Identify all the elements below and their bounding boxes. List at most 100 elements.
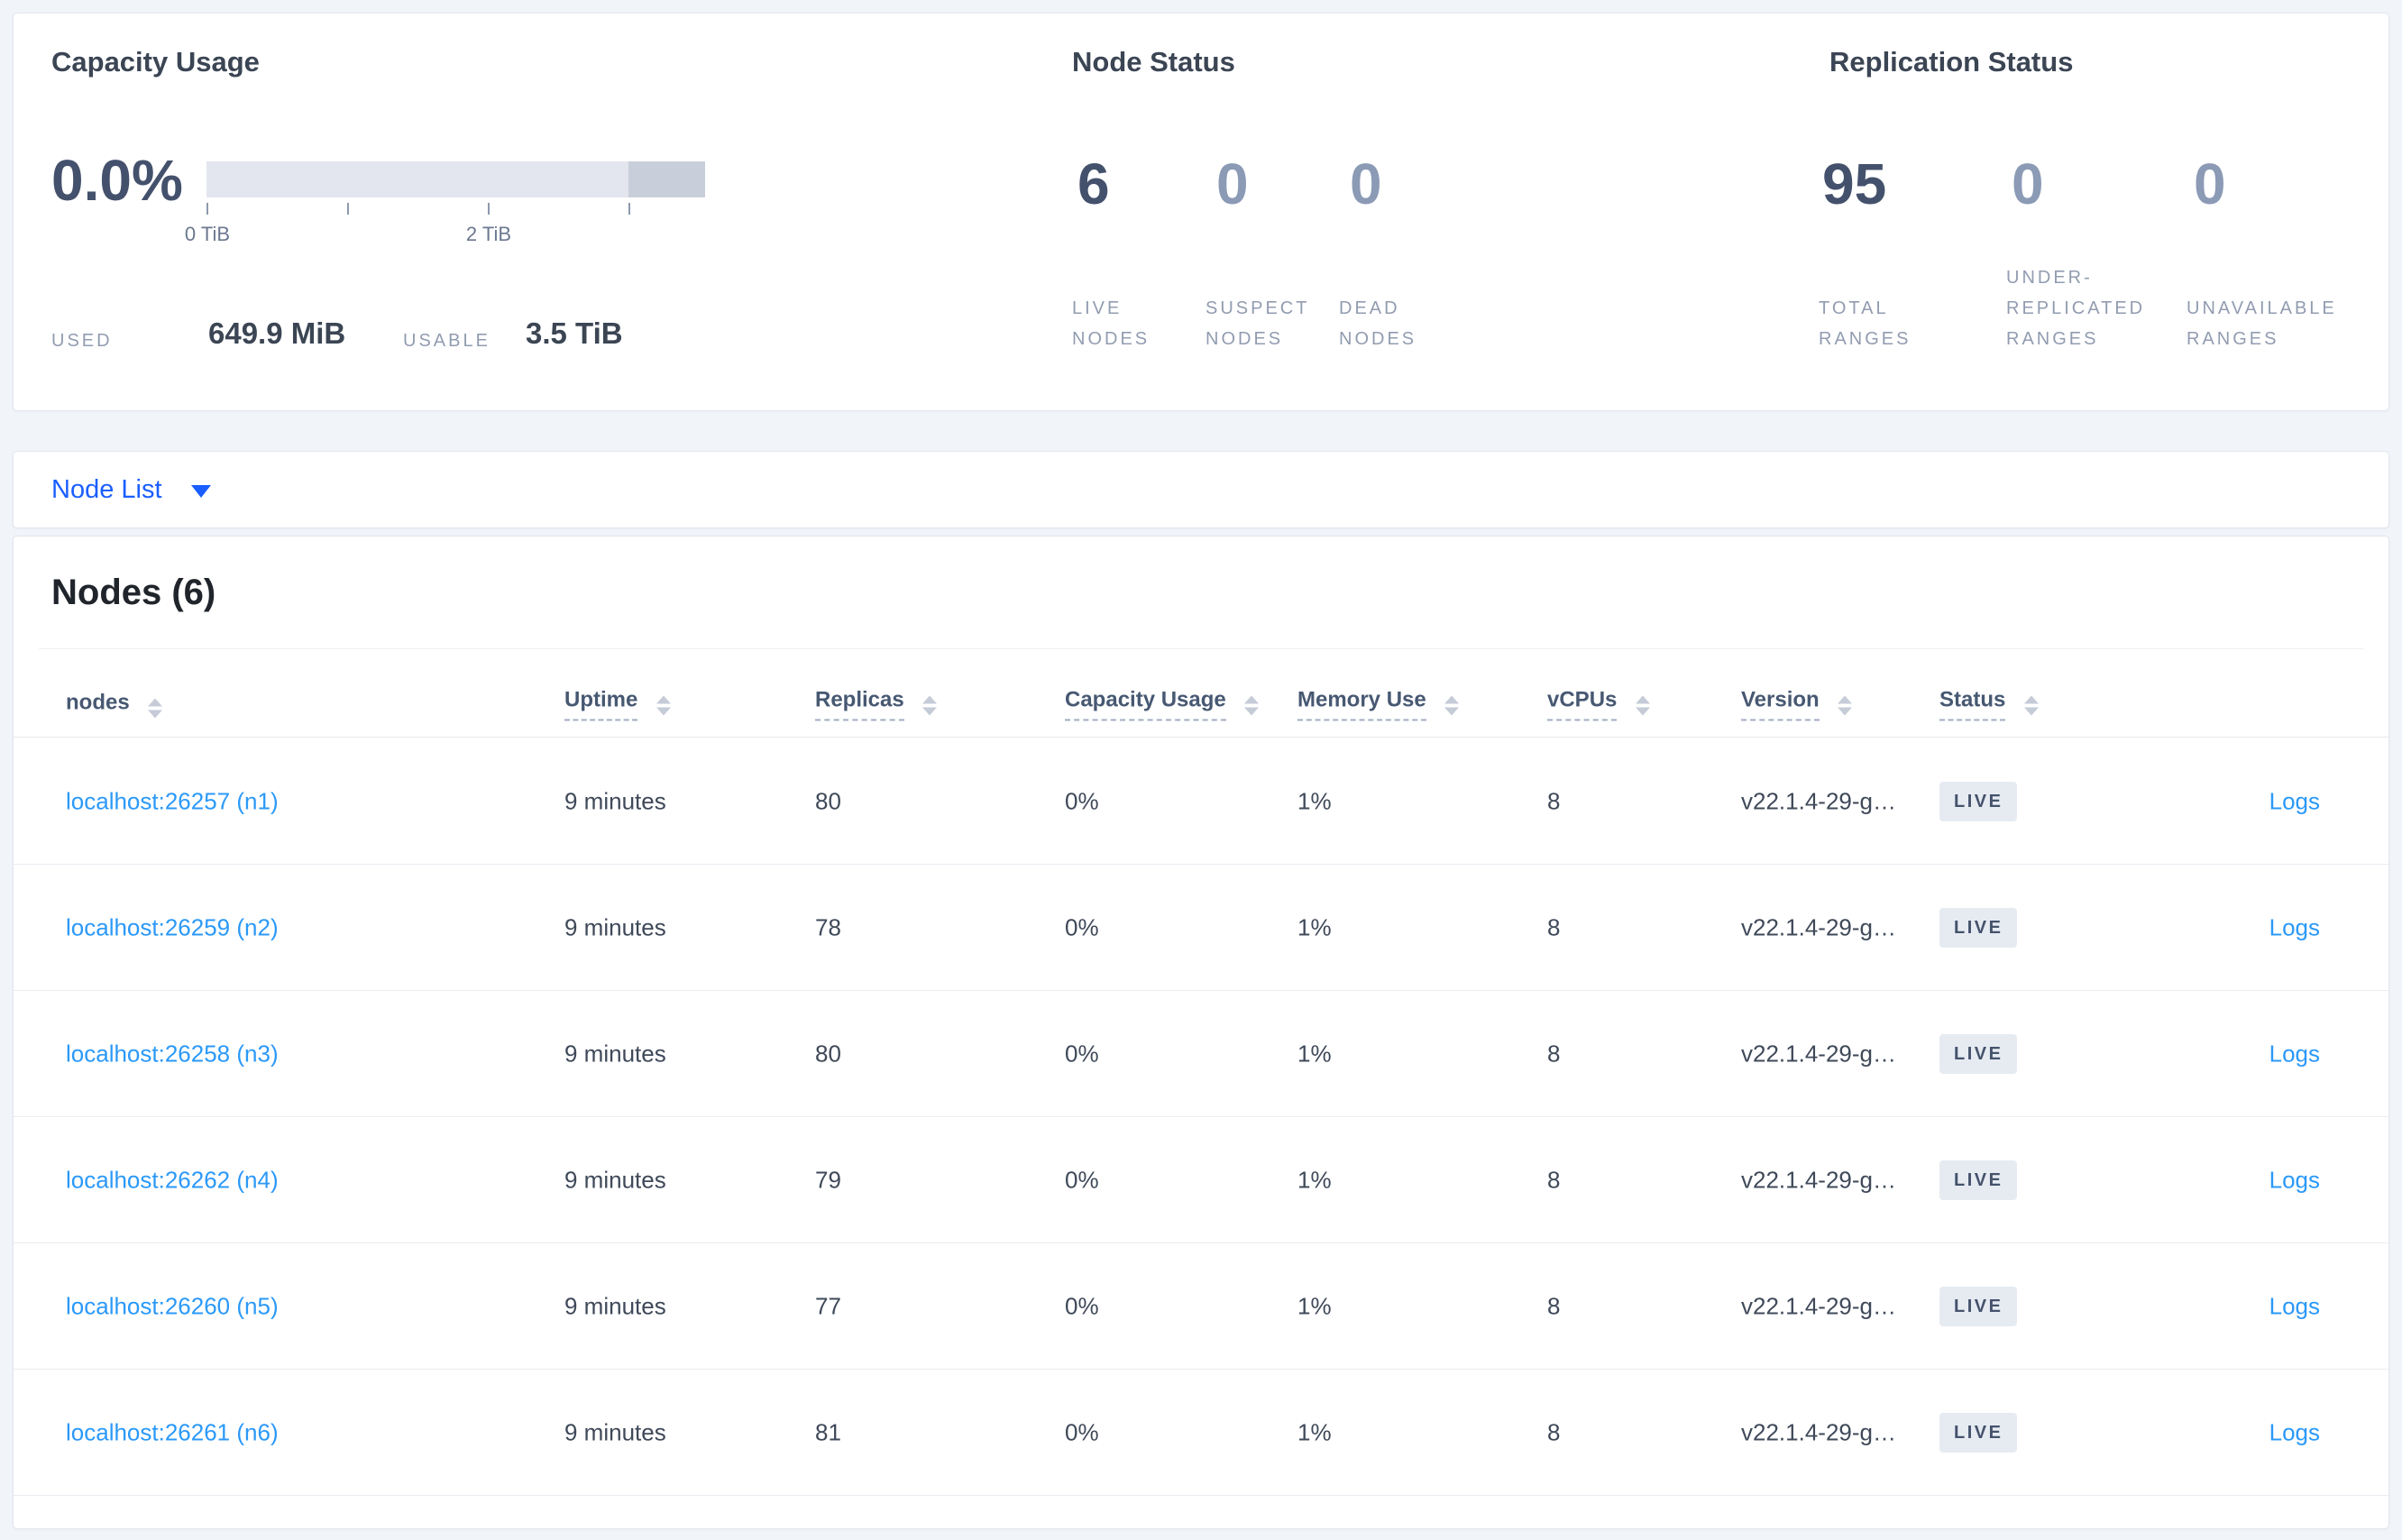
logs-link[interactable]: Logs — [2269, 1040, 2320, 1067]
uptime-cell: 9 minutes — [564, 913, 666, 940]
vcpus-cell: 8 — [1547, 913, 1561, 940]
suspect-nodes-count: 0 — [1216, 151, 1249, 216]
vcpus-cell: 8 — [1547, 1040, 1561, 1067]
column-header-nodes[interactable]: nodes — [66, 691, 163, 719]
replicas-cell: 80 — [815, 1040, 841, 1067]
version-cell: v22.1.4-29-g… — [1741, 1040, 1896, 1067]
table-row: localhost:26258 (n3) 9 minutes 80 0% 1% … — [14, 991, 2388, 1117]
node-link[interactable]: localhost:26261 (n6) — [66, 1418, 279, 1445]
memory-cell: 1% — [1297, 1418, 1332, 1445]
sort-icon — [1838, 695, 1853, 716]
node-link[interactable]: localhost:26258 (n3) — [66, 1040, 279, 1067]
table-row: localhost:26260 (n5) 9 minutes 77 0% 1% … — [14, 1243, 2388, 1370]
memory-cell: 1% — [1297, 1040, 1332, 1067]
capacity-axis-tick — [206, 203, 208, 215]
column-header-replicas[interactable]: Replicas — [815, 688, 938, 721]
column-header-uptime[interactable]: Uptime — [564, 688, 672, 721]
replicas-cell: 80 — [815, 787, 841, 814]
capacity-axis-tick — [628, 203, 630, 215]
uptime-cell: 9 minutes — [564, 787, 666, 814]
table-row: localhost:26261 (n6) 9 minutes 81 0% 1% … — [14, 1370, 2388, 1496]
uptime-cell: 9 minutes — [564, 1040, 666, 1067]
capacity-axis-tick — [488, 203, 490, 215]
total-ranges-count: 95 — [1822, 151, 1887, 216]
live-nodes-label: LIVE NODES — [1072, 298, 1151, 349]
under-replicated-ranges-label: UNDER- REPLICATED RANGES — [2006, 268, 2146, 349]
table-header-row: nodes Uptime Replicas Capacity Usage Mem… — [14, 672, 2388, 738]
memory-cell: 1% — [1297, 787, 1332, 814]
column-header-version[interactable]: Version — [1741, 688, 1853, 721]
node-link[interactable]: localhost:26262 (n4) — [66, 1166, 279, 1193]
column-header-memory-use[interactable]: Memory Use — [1297, 688, 1460, 721]
column-header-vcpus[interactable]: vCPUs — [1547, 688, 1651, 721]
nodes-table-title: Nodes (6) — [51, 573, 216, 612]
capacity-axis-label-mid: 2 TiB — [465, 223, 512, 245]
total-ranges-label: TOTAL RANGES — [1819, 298, 1912, 349]
nodes-table-card: Nodes (6) nodes Uptime Replicas Capacity… — [13, 536, 2389, 1529]
replication-status-title: Replication Status — [1829, 46, 2074, 78]
dead-nodes-label: DEAD NODES — [1339, 298, 1417, 349]
vcpus-cell: 8 — [1547, 787, 1561, 814]
version-cell: v22.1.4-29-g… — [1741, 1292, 1896, 1319]
node-list-dropdown[interactable]: Node List — [51, 452, 211, 527]
logs-link[interactable]: Logs — [2269, 1418, 2320, 1445]
replicas-cell: 77 — [815, 1292, 841, 1319]
logs-link[interactable]: Logs — [2269, 1292, 2320, 1319]
node-list-dropdown-label: Node List — [51, 474, 162, 504]
unavailable-ranges-count: 0 — [2194, 151, 2226, 216]
capacity-axis-label-start: 0 TiB — [184, 223, 231, 245]
uptime-cell: 9 minutes — [564, 1166, 666, 1193]
logs-link[interactable]: Logs — [2269, 913, 2320, 940]
used-value: 649.9 MiB — [208, 316, 346, 350]
live-nodes-count: 6 — [1077, 151, 1110, 216]
capacity-bar — [206, 161, 705, 197]
replicas-cell: 79 — [815, 1166, 841, 1193]
version-cell: v22.1.4-29-g… — [1741, 1166, 1896, 1193]
capacity-cell: 0% — [1065, 1166, 1099, 1193]
version-cell: v22.1.4-29-g… — [1741, 913, 1896, 940]
memory-cell: 1% — [1297, 913, 1332, 940]
version-cell: v22.1.4-29-g… — [1741, 1418, 1896, 1445]
table-row: localhost:26262 (n4) 9 minutes 79 0% 1% … — [14, 1117, 2388, 1243]
capacity-usage-title: Capacity Usage — [51, 46, 260, 78]
column-header-status[interactable]: Status — [1939, 688, 2040, 721]
unavailable-ranges-label: UNAVAILABLE RANGES — [2187, 298, 2337, 349]
node-link[interactable]: localhost:26259 (n2) — [66, 913, 279, 940]
dead-nodes-count: 0 — [1350, 151, 1382, 216]
column-header-capacity-usage[interactable]: Capacity Usage — [1065, 688, 1260, 721]
capacity-axis-tick — [347, 203, 349, 215]
logs-link[interactable]: Logs — [2269, 1166, 2320, 1193]
used-label: USED — [51, 331, 113, 351]
capacity-percent: 0.0% — [51, 148, 183, 213]
sort-icon — [2024, 695, 2040, 716]
status-badge: LIVE — [1939, 1286, 2018, 1326]
table-row: localhost:26257 (n1) 9 minutes 80 0% 1% … — [14, 738, 2388, 865]
node-link[interactable]: localhost:26257 (n1) — [66, 787, 279, 814]
sort-icon — [1444, 695, 1460, 716]
uptime-cell: 9 minutes — [564, 1418, 666, 1445]
vcpus-cell: 8 — [1547, 1292, 1561, 1319]
status-badge: LIVE — [1939, 1412, 2018, 1453]
usable-label: USABLE — [403, 331, 490, 351]
node-status-title: Node Status — [1072, 46, 1235, 78]
suspect-nodes-label: SUSPECT NODES — [1206, 298, 1310, 349]
table-row: localhost:26259 (n2) 9 minutes 78 0% 1% … — [14, 865, 2388, 991]
sort-icon — [922, 695, 938, 716]
under-replicated-ranges-count: 0 — [2012, 151, 2044, 216]
sort-icon — [1244, 695, 1260, 716]
replicas-cell: 78 — [815, 913, 841, 940]
sort-icon — [656, 695, 672, 716]
capacity-bar-dark-segment — [628, 161, 705, 197]
node-link[interactable]: localhost:26260 (n5) — [66, 1292, 279, 1319]
capacity-cell: 0% — [1065, 1418, 1099, 1445]
capacity-cell: 0% — [1065, 1292, 1099, 1319]
sort-icon — [1636, 695, 1651, 716]
memory-cell: 1% — [1297, 1166, 1332, 1193]
vcpus-cell: 8 — [1547, 1166, 1561, 1193]
status-badge: LIVE — [1939, 1160, 2018, 1200]
divider — [39, 648, 2363, 649]
logs-link[interactable]: Logs — [2269, 787, 2320, 814]
cluster-summary-card: Capacity Usage 0.0% 0 TiB 2 TiB USED 649… — [13, 13, 2389, 411]
caret-down-icon — [190, 485, 211, 498]
